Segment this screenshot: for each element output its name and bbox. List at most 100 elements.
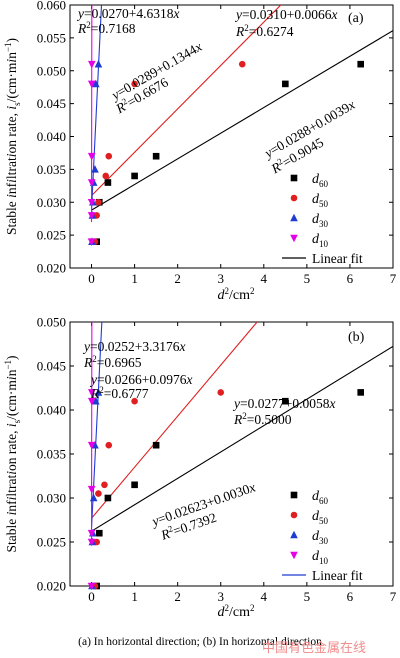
- fit-line-d50: [91, 322, 258, 519]
- data-point-d60: [95, 529, 103, 537]
- fit-line-d60: [91, 30, 393, 211]
- fit-equation: y=0.0266+0.0976x: [89, 372, 193, 387]
- data-point-d30: [91, 165, 99, 173]
- y-tick-label: 0.025: [37, 228, 66, 243]
- fit-r2: R2=0.7392: [158, 509, 219, 543]
- legend-label: d60: [312, 489, 329, 506]
- data-point-d50: [131, 80, 138, 88]
- data-point-d30: [92, 79, 100, 88]
- data-point-d60: [131, 481, 138, 489]
- x-tick-label: 7: [390, 589, 397, 604]
- plot-frame: [69, 4, 394, 269]
- fit-r2: R2=0.6777: [90, 385, 149, 401]
- fit-equation: y=0.0252+3.3176x: [82, 339, 186, 354]
- x-tick-label: 2: [174, 271, 181, 286]
- figure-caption: (a) In horizontal direction; (b) In hori…: [78, 636, 322, 648]
- data-point-d30: [89, 493, 98, 502]
- data-point-d60: [152, 152, 160, 160]
- y-tick-label: 0.040: [37, 403, 66, 418]
- legend-marker-d30: [290, 530, 298, 539]
- legend-marker-d60: [290, 491, 298, 499]
- fit-line-d50: [91, 5, 282, 197]
- data-point-d60: [282, 80, 289, 88]
- y-tick-label: 0.020: [37, 261, 66, 276]
- data-point-d60: [104, 494, 112, 502]
- data-point-d30: [94, 388, 103, 396]
- fit-equation: y=0.02623+0.0030x: [148, 479, 257, 529]
- legend: d60 d50 d30 d10 Linear fit: [282, 489, 363, 583]
- legend-marker-d10: [290, 234, 298, 243]
- y-tick-label: 0.050: [37, 63, 66, 78]
- data-point-d50: [102, 172, 110, 180]
- x-tick-label: 4: [261, 589, 268, 604]
- legend-label: d60: [312, 172, 329, 189]
- legend-label: d50: [312, 509, 329, 526]
- x-tick-label: 5: [304, 271, 311, 286]
- data-point-d50: [95, 198, 102, 206]
- chart-panel-a: 0 1 2 3 4 5 6 7 0.020 0.025 0.030 0.035 0.040 0.045 0.…: [3, 0, 397, 303]
- x-tick-label: 0: [88, 271, 95, 286]
- data-point-d60: [282, 397, 289, 405]
- data-point-d10: [87, 80, 96, 89]
- data-point-d60: [357, 60, 364, 68]
- legend-marker-d10: [290, 551, 298, 560]
- legend-label: d30: [312, 212, 329, 229]
- data-point-d10: [87, 529, 96, 538]
- data-point-d10: [87, 582, 96, 591]
- legend-label: d10: [312, 549, 329, 566]
- x-tick-label: 3: [217, 589, 224, 604]
- fit-r2: R2=0.7168: [77, 20, 136, 36]
- legend-marker-d60: [290, 174, 298, 182]
- fit-r2: R2=0.5000: [233, 411, 292, 427]
- panel-label: (b): [348, 330, 365, 345]
- data-point-d60: [104, 179, 112, 186]
- data-point-d60: [152, 441, 160, 449]
- data-point-d10: [87, 212, 96, 220]
- data-point-d10: [87, 538, 96, 547]
- y-tick-label: 0.055: [37, 30, 66, 45]
- data-point-d50: [95, 490, 102, 497]
- y-tick-label: 0.030: [37, 491, 66, 506]
- y-tick-label: 0.035: [37, 162, 66, 177]
- data-point-d10: [87, 397, 96, 406]
- fit-equation: y=0.0277+0.0058x: [232, 396, 336, 411]
- fit-r2: R2=0.9045: [267, 134, 326, 177]
- data-point-d50: [105, 441, 113, 449]
- x-tick-label: 2: [174, 589, 181, 604]
- y-tick-label: 0.045: [37, 96, 66, 111]
- data-point-d10: [87, 60, 96, 69]
- fit-r2: R2=0.6676: [112, 73, 171, 116]
- fit-line-d60: [91, 345, 393, 532]
- data-point-d50: [101, 481, 108, 489]
- fit-equation: y=0.0288+0.0039x: [260, 97, 357, 162]
- x-tick-label: 1: [131, 271, 138, 286]
- x-tick-label: 0: [88, 589, 95, 604]
- legend-label: d50: [312, 192, 329, 209]
- data-point-d60: [357, 389, 364, 396]
- x-tick-label: 7: [390, 271, 397, 286]
- data-point-d10: [87, 152, 96, 161]
- legend-marker-d50: [290, 511, 298, 519]
- y-tick-label: 0.050: [37, 315, 66, 330]
- data-point-d10: [87, 198, 96, 207]
- data-point-d10: [87, 389, 96, 397]
- data-point-d60: [131, 172, 138, 180]
- y-tick-label: 0.045: [37, 359, 66, 374]
- fit-equation: y=0.0289+0.1344x: [107, 39, 204, 104]
- fit-equation: y=0.0310+0.0066x: [234, 7, 338, 22]
- legend-label: Linear fit: [312, 251, 363, 266]
- legend-marker-d30: [290, 213, 298, 222]
- data-point-d30: [92, 396, 100, 405]
- y-axis-label: Stable infiltration rate, is/(cm·min−1): [3, 38, 22, 235]
- y-tick-label: 0.060: [37, 0, 66, 13]
- data-point-d50: [105, 152, 113, 160]
- data-point-d30: [94, 59, 103, 68]
- legend: d60 d50 d30 d10 Linear fit: [282, 172, 363, 266]
